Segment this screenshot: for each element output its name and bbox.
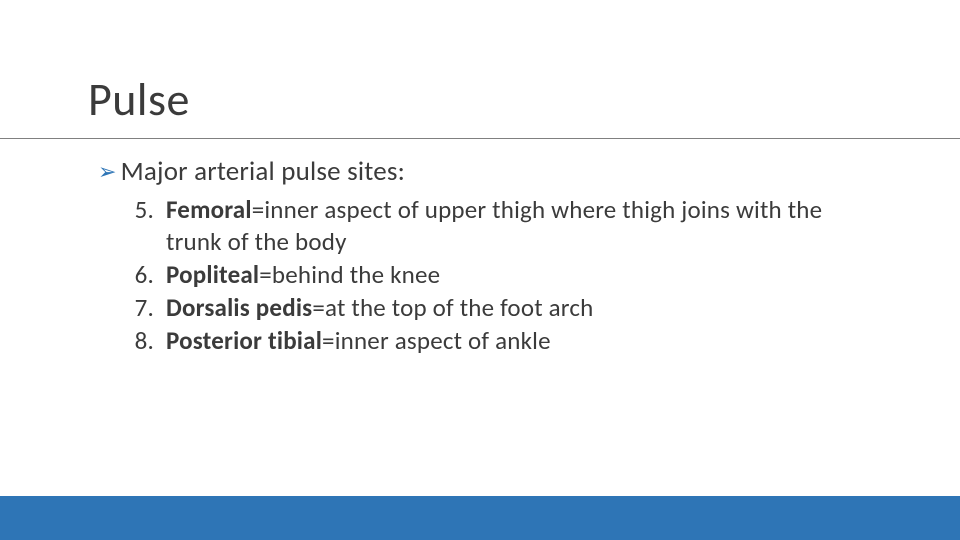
slide-title: Pulse [0,0,960,139]
bottom-accent-bar [0,496,960,540]
numbered-list: 5. Femoral=inner aspect of upper thigh w… [98,194,872,357]
list-item-term: Posterior tibial [166,325,322,356]
list-item-definition: =behind the knee [259,259,440,290]
list-item-number: 6. [132,259,166,291]
bullet-heading: ➢ Major arterial pulse sites: [98,155,872,188]
list-item-number: 7. [132,292,166,324]
list-item-definition: =at the top of the foot arch [312,292,593,323]
list-item-text: Posterior tibial=inner aspect of ankle [166,325,872,357]
list-item: 6. Popliteal=behind the knee [132,259,872,291]
list-item: 5. Femoral=inner aspect of upper thigh w… [132,194,872,258]
list-item-number: 5. [132,194,166,258]
list-item-definition: =inner aspect of upper thigh where thigh… [166,194,822,257]
list-item-term: Femoral [166,194,252,225]
list-item-text: Femoral=inner aspect of upper thigh wher… [166,194,872,258]
list-item-term: Popliteal [166,259,259,290]
list-item-term: Dorsalis pedis [166,292,312,323]
list-item-text: Dorsalis pedis=at the top of the foot ar… [166,292,872,324]
list-item-number: 8. [132,325,166,357]
list-item: 7. Dorsalis pedis=at the top of the foot… [132,292,872,324]
chevron-bullet-icon: ➢ [98,158,117,185]
bullet-heading-text: Major arterial pulse sites: [121,155,405,188]
list-item: 8. Posterior tibial=inner aspect of ankl… [132,325,872,357]
list-item-definition: =inner aspect of ankle [322,325,551,356]
slide-content: ➢ Major arterial pulse sites: 5. Femoral… [0,155,960,357]
list-item-text: Popliteal=behind the knee [166,259,872,291]
